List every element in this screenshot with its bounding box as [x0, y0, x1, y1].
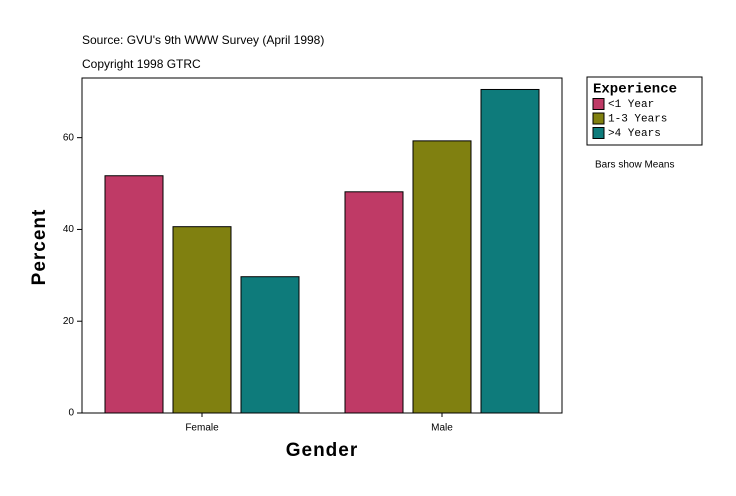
- bar: [412, 140, 472, 414]
- bar: [104, 175, 164, 414]
- bar: [344, 191, 404, 414]
- bar: [240, 276, 300, 414]
- source: Source: GVU's 9th WWW Survey (April 1998…: [82, 33, 324, 47]
- copyright: Copyright 1998 GTRC: [82, 57, 201, 71]
- y-tick-label: 40: [63, 224, 75, 235]
- bar: [172, 226, 232, 414]
- legend-title: Experience: [593, 82, 677, 98]
- legend-label: >4 Years: [608, 128, 661, 140]
- note: Bars show Means: [595, 160, 674, 171]
- legend-swatch: [592, 127, 605, 139]
- x-axis-title: Gender: [286, 440, 359, 461]
- y-tick-label: 20: [63, 316, 75, 327]
- legend-label: <1 Year: [608, 99, 654, 111]
- legend-swatch: [592, 98, 605, 110]
- y-tick-label: 60: [63, 132, 75, 143]
- x-tick-label: Female: [185, 423, 219, 434]
- y-axis-title: Percent: [29, 209, 50, 286]
- legend-box: [586, 76, 703, 146]
- y-tick-label: 0: [68, 408, 74, 419]
- legend-label: 1-3 Years: [608, 113, 667, 125]
- plot-frame: [81, 77, 563, 414]
- bar: [480, 88, 540, 414]
- x-tick-label: Male: [431, 423, 453, 434]
- legend-swatch: [592, 112, 605, 125]
